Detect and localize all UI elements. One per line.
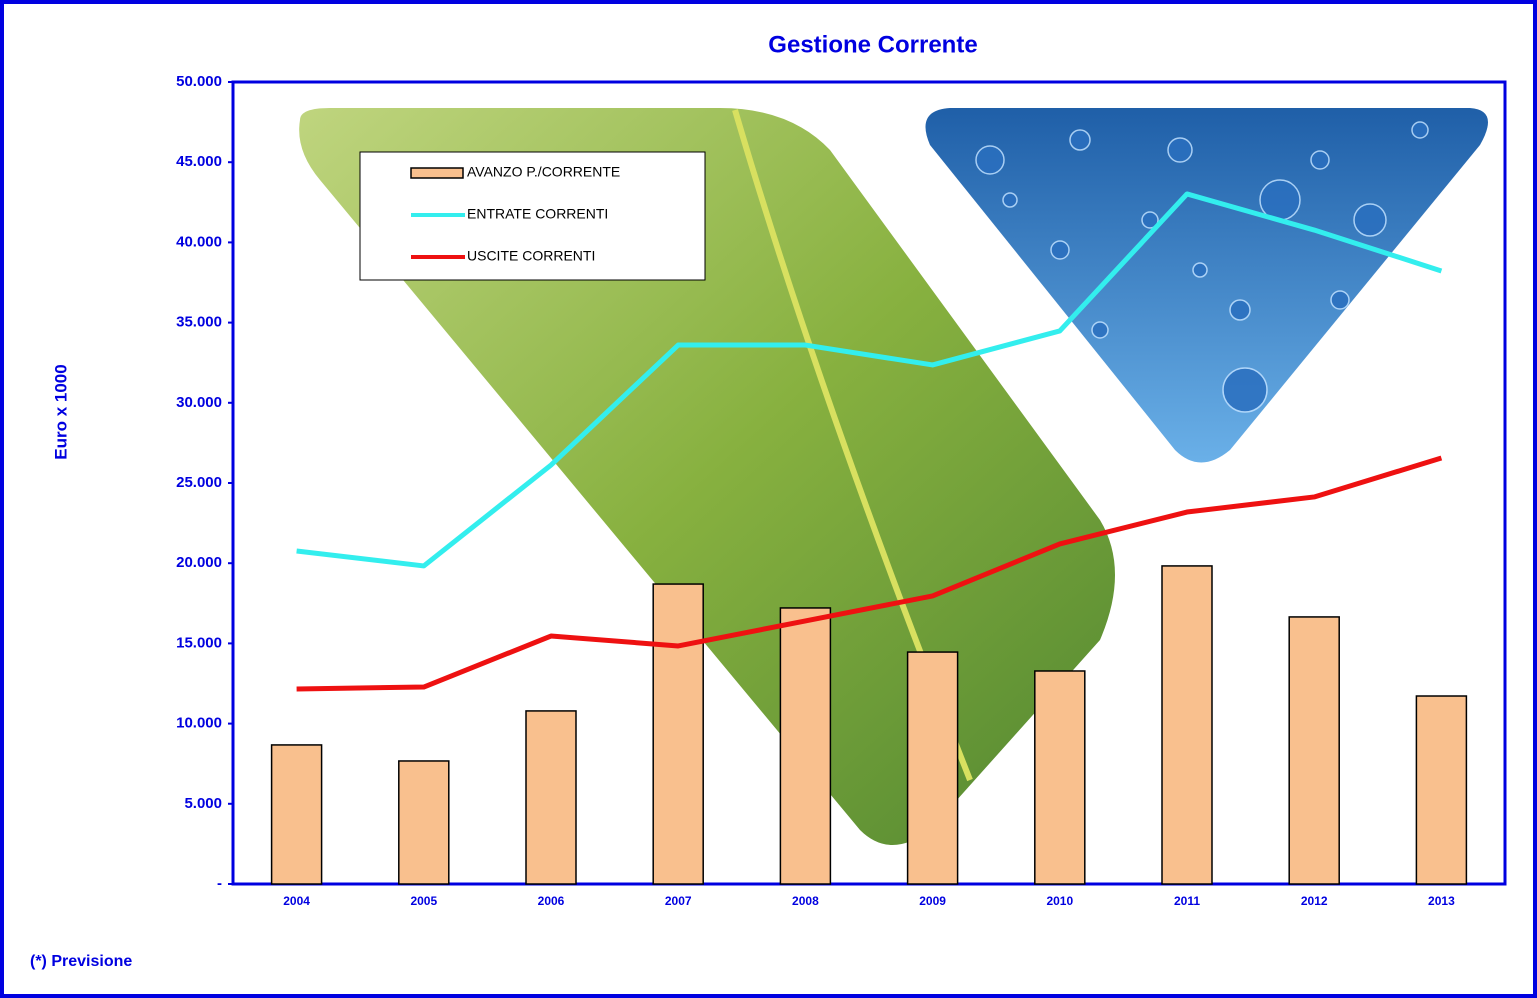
y-tick-label: 15.000 [176, 634, 222, 651]
water-drop [1092, 322, 1108, 338]
bar [908, 652, 958, 884]
water-drop [1412, 122, 1428, 138]
bar [1035, 671, 1085, 884]
water-drop [1354, 204, 1386, 236]
bar [399, 761, 449, 884]
bar [272, 745, 322, 884]
x-tick-label: 2005 [410, 894, 437, 908]
x-tick-label: 2007 [665, 894, 692, 908]
water-drop [1230, 300, 1250, 320]
bar [1289, 617, 1339, 884]
water-drop [976, 146, 1004, 174]
page: Gestione Corrente Euro x 1000 (*) Previs… [0, 0, 1537, 998]
water-drop [1168, 138, 1192, 162]
y-tick-label: 25.000 [176, 474, 222, 491]
bar [653, 584, 703, 884]
x-tick-label: 2011 [1174, 894, 1200, 908]
chart: Gestione Corrente Euro x 1000 (*) Previs… [0, 0, 1537, 998]
y-tick-label: 30.000 [176, 394, 222, 411]
legend-swatch [411, 168, 463, 178]
legend-label: ENTRATE CORRENTI [467, 206, 608, 222]
x-tick-label: 2013 [1428, 894, 1455, 908]
y-tick-label: 5.000 [184, 795, 222, 812]
x-tick-label: 2006 [538, 894, 565, 908]
water-drop [1193, 263, 1207, 277]
water-drop [1051, 241, 1069, 259]
water-drop [1223, 368, 1267, 412]
water-drop [1331, 291, 1349, 309]
bar [1162, 566, 1212, 884]
bar [1416, 696, 1466, 884]
x-tick-label: 2009 [919, 894, 946, 908]
x-tick-label: 2010 [1046, 894, 1073, 908]
y-tick-label: - [217, 875, 222, 892]
y-tick-label: 10.000 [176, 715, 222, 732]
x-tick-label: 2012 [1301, 894, 1328, 908]
y-axis-label: Euro x 1000 [51, 364, 70, 459]
chart-title: Gestione Corrente [768, 31, 977, 58]
legend-label: USCITE CORRENTI [467, 248, 595, 264]
y-tick-label: 20.000 [176, 554, 222, 571]
bar [526, 711, 576, 884]
x-tick-label: 2008 [792, 894, 819, 908]
y-tick-label: 50.000 [176, 73, 222, 90]
water-drop [1003, 193, 1017, 207]
water-drop [1311, 151, 1329, 169]
footnote: (*) Previsione [30, 953, 132, 970]
y-tick-label: 40.000 [176, 233, 222, 250]
y-tick-label: 35.000 [176, 314, 222, 331]
legend-label: AVANZO P./CORRENTE [467, 164, 620, 180]
water-drop [1070, 130, 1090, 150]
y-tick-label: 45.000 [176, 153, 222, 170]
x-tick-label: 2004 [283, 894, 310, 908]
bar [780, 608, 830, 884]
